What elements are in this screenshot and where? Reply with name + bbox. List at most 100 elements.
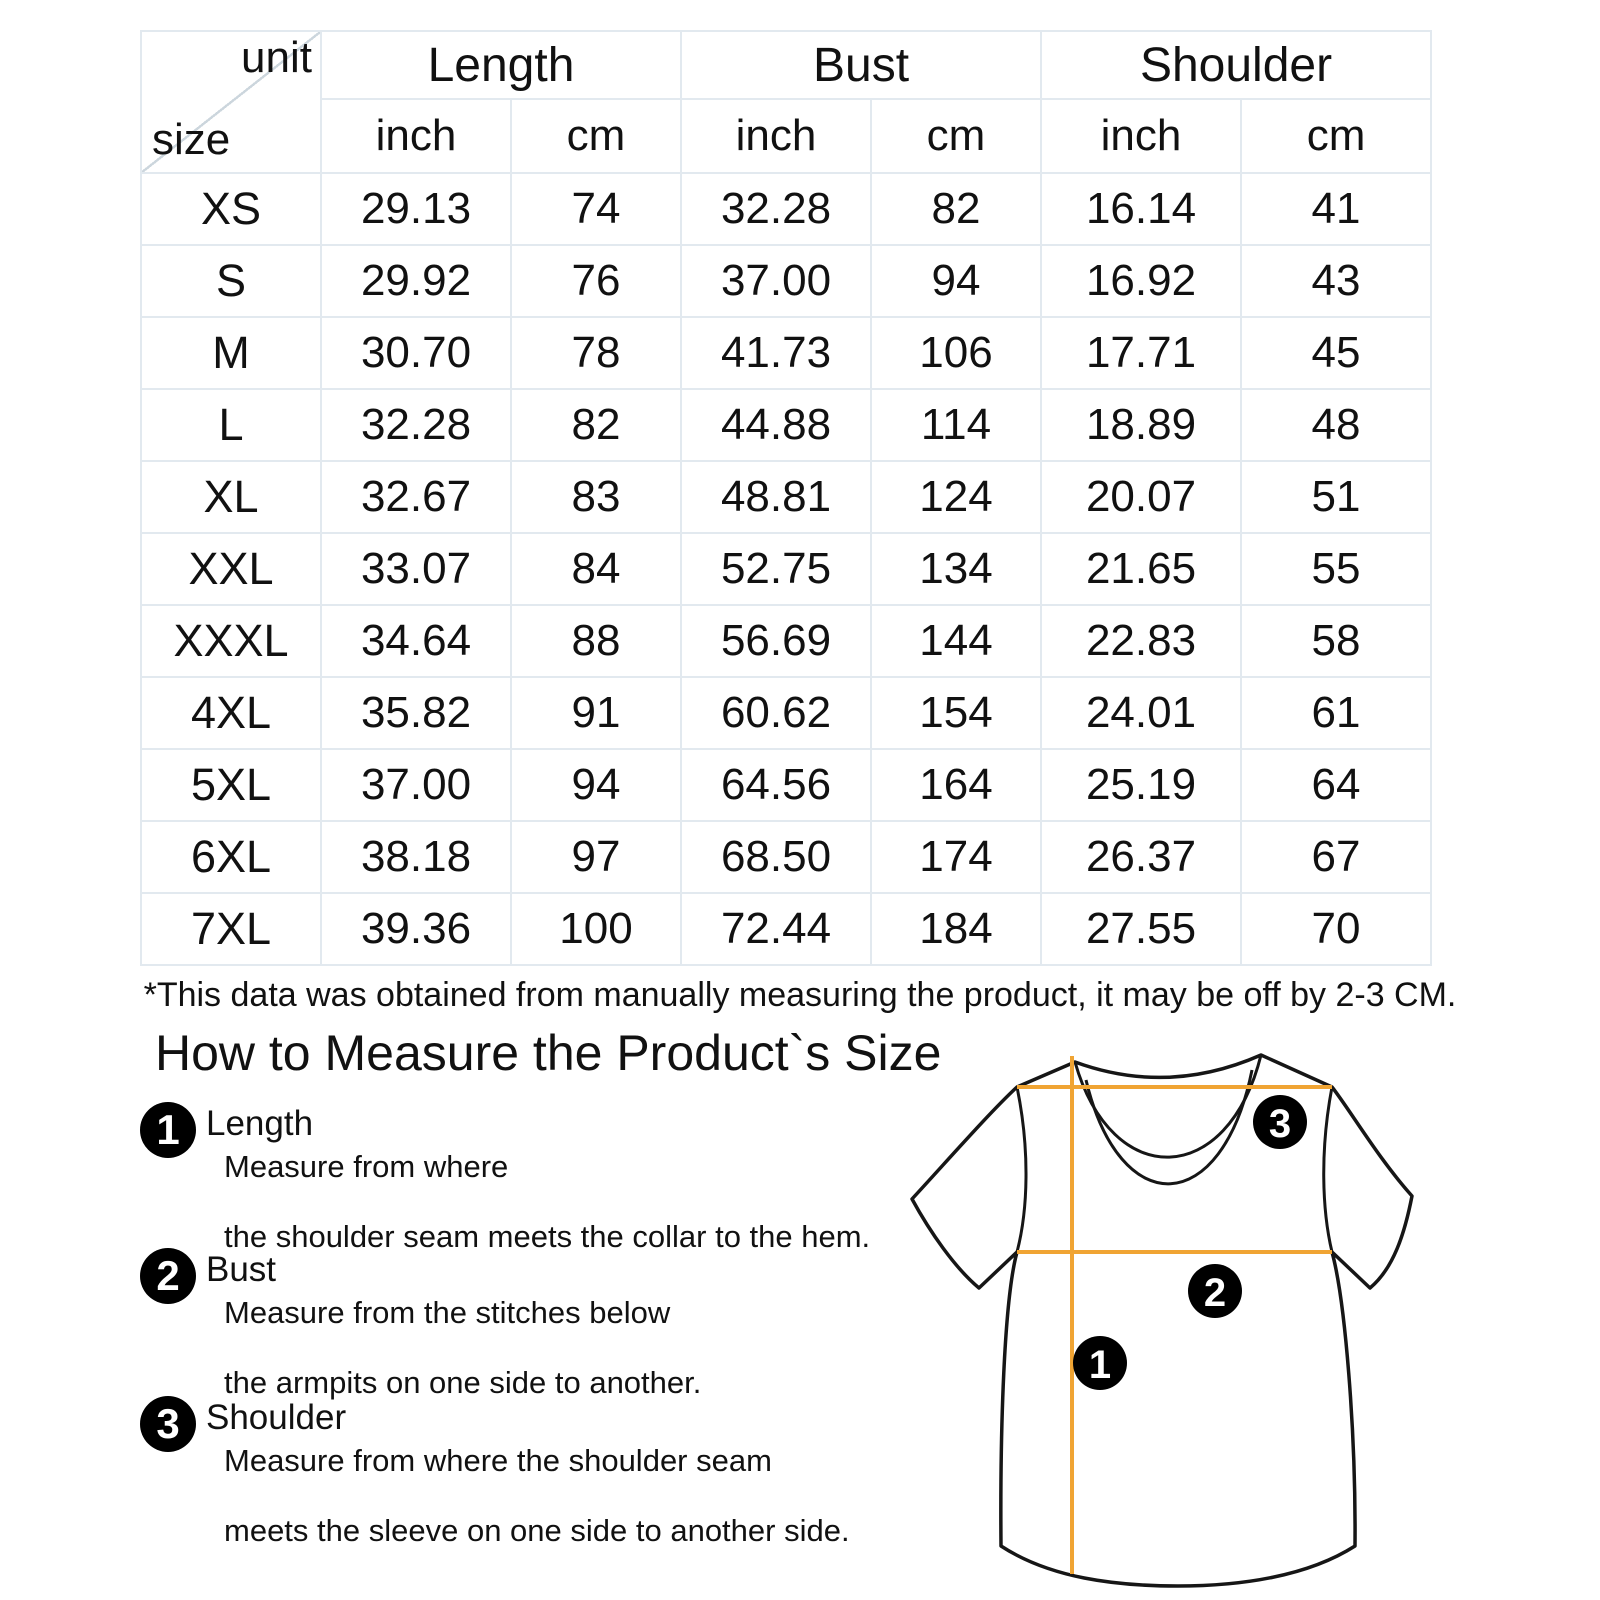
table-row: M 30.70 78 41.73 106 17.71 45 xyxy=(140,316,1433,390)
size-table-body: XS 29.13 74 32.28 82 16.14 41 S 29.92 76 37.00 94 16… xyxy=(140,172,1433,966)
table-cell: 72.44 xyxy=(680,892,872,966)
table-row: XXL 33.07 84 52.75 134 21.65 55 xyxy=(140,532,1433,606)
table-cell: 51 xyxy=(1240,460,1433,534)
table-cell: 67 xyxy=(1240,820,1433,894)
table-cell: 20.07 xyxy=(1040,460,1243,534)
table-cell: 25.19 xyxy=(1040,748,1243,822)
how-to-title: How to Measure the Product`s Size xyxy=(155,1025,942,1081)
table-cell: 48.81 xyxy=(680,460,872,534)
table-cell: 29.92 xyxy=(320,244,512,318)
table-cell: 134 xyxy=(869,532,1043,606)
size-label: S xyxy=(140,244,322,318)
step-title: Shoulder xyxy=(206,1398,347,1437)
table-cell: 24.01 xyxy=(1040,676,1243,750)
table-cell: 16.92 xyxy=(1040,244,1243,318)
step-description-line: the armpits on one side to another. xyxy=(224,1365,702,1400)
table-cell: 68.50 xyxy=(680,820,872,894)
size-label: 6XL xyxy=(140,820,322,894)
table-cell: 44.88 xyxy=(680,388,872,462)
step-number-badge: 1 xyxy=(140,1102,196,1158)
step-description-line: the shoulder seam meets the collar to th… xyxy=(224,1219,871,1254)
table-cell: 154 xyxy=(869,676,1043,750)
table-cell: 74 xyxy=(510,172,682,246)
table-cell: 55 xyxy=(1240,532,1433,606)
table-cell: 34.64 xyxy=(320,604,512,678)
table-row: XL 32.67 83 48.81 124 20.07 51 xyxy=(140,460,1433,534)
table-cell: 48 xyxy=(1240,388,1433,462)
table-row: L 32.28 82 44.88 114 18.89 48 xyxy=(140,388,1433,462)
table-cell: 70 xyxy=(1240,892,1433,966)
diagram-markers: 1 2 3 xyxy=(1073,1095,1307,1390)
table-cell: 100 xyxy=(510,892,682,966)
table-cell: 124 xyxy=(869,460,1043,534)
corner-label-size: size xyxy=(152,115,231,164)
table-cell: 84 xyxy=(510,532,682,606)
size-label: 4XL xyxy=(140,676,322,750)
column-group-bust: Bust xyxy=(679,30,1043,100)
table-cell: 164 xyxy=(869,748,1043,822)
left-panel-seam xyxy=(1015,1086,1028,1253)
table-cell: 88 xyxy=(510,604,682,678)
diagram-marker-1: 1 xyxy=(1073,1336,1127,1390)
table-cell: 35.82 xyxy=(320,676,512,750)
collar-inner-curve xyxy=(1084,1069,1254,1186)
marker-circle xyxy=(1188,1264,1242,1318)
table-cell: 43 xyxy=(1240,244,1433,318)
step-title: Length xyxy=(206,1104,314,1143)
table-cell: 37.00 xyxy=(320,748,512,822)
unit-size-corner-cell: unit size xyxy=(140,30,322,174)
size-label: L xyxy=(140,388,322,462)
table-row: 4XL 35.82 91 60.62 154 24.01 61 xyxy=(140,676,1433,750)
corner-label-unit: unit xyxy=(241,33,312,82)
table-cell: 114 xyxy=(869,388,1043,462)
table-cell: 94 xyxy=(869,244,1043,318)
how-to-step-shoulder: 3 Shoulder Measure from where the shoulder… xyxy=(140,1396,850,1549)
right-panel-seam xyxy=(1322,1086,1334,1253)
unit-header: inch xyxy=(1040,98,1243,174)
table-cell: 32.28 xyxy=(320,388,512,462)
size-label: XXL xyxy=(140,532,322,606)
column-group-shoulder: Shoulder xyxy=(1040,30,1433,100)
table-cell: 76 xyxy=(510,244,682,318)
table-cell: 37.00 xyxy=(680,244,872,318)
step-number-badge: 3 xyxy=(140,1396,196,1452)
table-cell: 60.62 xyxy=(680,676,872,750)
table-cell: 78 xyxy=(510,316,682,390)
table-cell: 106 xyxy=(869,316,1043,390)
size-table: unit size Length Bust Shoulder inch cm i… xyxy=(140,30,1433,966)
table-cell: 91 xyxy=(510,676,682,750)
unit-header: inch xyxy=(680,98,872,174)
table-cell: 30.70 xyxy=(320,316,512,390)
table-cell: 17.71 xyxy=(1040,316,1243,390)
tshirt-diagram: 1 2 3 xyxy=(910,1053,1414,1588)
table-cell: 33.07 xyxy=(320,532,512,606)
step-text: Bust Measure from the stitches below the a… xyxy=(206,1248,701,1401)
size-label: 5XL xyxy=(140,748,322,822)
table-cell: 97 xyxy=(510,820,682,894)
table-cell: 94 xyxy=(510,748,682,822)
tshirt-outline xyxy=(910,1053,1414,1588)
table-cell: 64.56 xyxy=(680,748,872,822)
table-cell: 39.36 xyxy=(320,892,512,966)
table-cell: 41 xyxy=(1240,172,1433,246)
table-cell: 83 xyxy=(510,460,682,534)
table-cell: 184 xyxy=(869,892,1043,966)
size-label: XL xyxy=(140,460,322,534)
table-cell: 26.37 xyxy=(1040,820,1243,894)
table-cell: 174 xyxy=(869,820,1043,894)
table-row: 5XL 37.00 94 64.56 164 25.19 64 xyxy=(140,748,1433,822)
table-cell: 61 xyxy=(1240,676,1433,750)
table-cell: 52.75 xyxy=(680,532,872,606)
marker-circle xyxy=(1253,1095,1307,1149)
table-cell: 41.73 xyxy=(680,316,872,390)
table-row: 7XL 39.36 100 72.44 184 27.55 70 xyxy=(140,892,1433,966)
table-cell: 18.89 xyxy=(1040,388,1243,462)
table-cell: 144 xyxy=(869,604,1043,678)
measurement-note: *This data was obtained from manually me… xyxy=(143,976,1457,1014)
table-cell: 29.13 xyxy=(320,172,512,246)
table-cell: 32.67 xyxy=(320,460,512,534)
step-description-line: meets the sleeve on one side to another … xyxy=(224,1513,850,1548)
unit-header: cm xyxy=(1240,98,1433,174)
table-group-header-row: unit size Length Bust Shoulder xyxy=(140,30,1433,174)
